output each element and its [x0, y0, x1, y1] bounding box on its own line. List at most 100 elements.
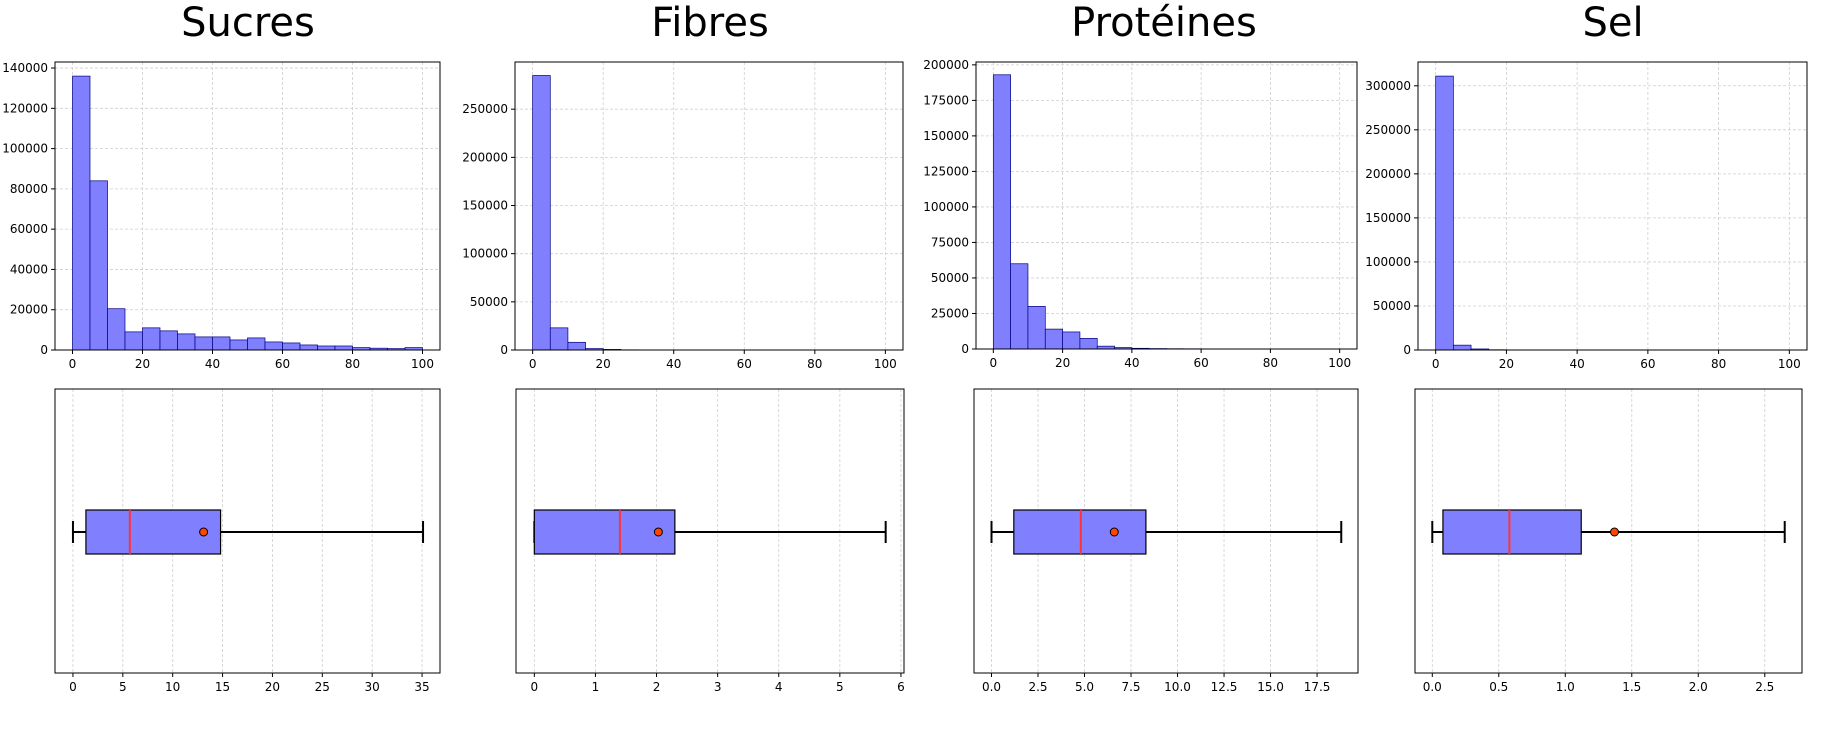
histogram-bar [72, 75, 91, 351]
y-tick-label: 250000 [1365, 123, 1411, 137]
histogram-bar [532, 75, 551, 351]
x-tick-label: 15 [215, 680, 230, 694]
axes-frame [1414, 388, 1803, 674]
histogram-bar [1079, 337, 1098, 350]
y-tick-label: 40000 [10, 262, 48, 276]
x-tick-label: 12.5 [1211, 680, 1238, 694]
histogram-bar [282, 342, 301, 351]
x-tick-label: 80 [345, 357, 360, 371]
x-tick-label: 17.5 [1304, 680, 1331, 694]
x-tick-label: 1.0 [1556, 680, 1575, 694]
y-tick-label: 60000 [10, 222, 48, 236]
y-tick-label: 140000 [2, 61, 48, 75]
x-tick-label: 6 [897, 680, 905, 694]
x-tick-label: 5.0 [1075, 680, 1094, 694]
histogram-bar [549, 327, 569, 351]
x-tick-label: 0 [989, 356, 997, 370]
x-tick-label: 0 [69, 680, 77, 694]
histogram-bar [1010, 263, 1029, 350]
histogram-bar [1435, 75, 1454, 351]
histogram-bar [142, 327, 161, 351]
y-tick-label: 200000 [923, 58, 969, 72]
y-tick-label: 175000 [923, 93, 969, 107]
axes-frame [54, 388, 441, 674]
histogram-bar [89, 180, 108, 351]
mean-marker [1109, 527, 1119, 537]
x-tick-label: 2.5 [1755, 680, 1774, 694]
x-tick-label: 1.5 [1622, 680, 1641, 694]
y-tick-label: 100000 [1365, 255, 1411, 269]
histogram-bar [247, 337, 266, 351]
histogram-bar [1044, 328, 1063, 350]
x-tick-label: 100 [1778, 357, 1801, 371]
x-tick-label: 0 [529, 357, 537, 371]
y-tick-label: 75000 [931, 235, 969, 249]
x-tick-label: 80 [1711, 357, 1726, 371]
histogram-bar [317, 345, 336, 351]
x-tick-label: 25 [315, 680, 330, 694]
y-tick-label: 0 [500, 343, 508, 357]
x-tick-label: 10.0 [1164, 680, 1191, 694]
x-tick-label: 100 [1328, 356, 1351, 370]
histogram-bar [124, 331, 143, 351]
axes-frame [514, 61, 904, 351]
x-tick-label: 5 [119, 680, 127, 694]
x-tick-label: 0.0 [1423, 680, 1442, 694]
histogram-2: Fibres 0 50000 100000 150000 200000 250000 0 20 4… [462, 0, 904, 371]
mean-marker [1609, 527, 1619, 537]
box [1442, 509, 1582, 555]
histogram-bar [177, 333, 196, 351]
mean-marker [653, 527, 663, 537]
x-tick-label: 40 [1569, 357, 1584, 371]
y-tick-label: 300000 [1365, 79, 1411, 93]
histogram-bar [212, 336, 231, 351]
x-tick-label: 80 [1263, 356, 1278, 370]
axes-frame [54, 61, 441, 351]
x-tick-label: 20 [135, 357, 150, 371]
y-tick-label: 50000 [931, 271, 969, 285]
y-tick-label: 25000 [931, 306, 969, 320]
axes-frame [973, 388, 1359, 674]
x-tick-label: 4 [775, 680, 783, 694]
histogram-bar [264, 341, 283, 351]
y-tick-label: 100000 [2, 142, 48, 156]
x-tick-label: 80 [807, 357, 822, 371]
histogram-3: Protéines 0 25000 50000 75000 100000 125000 150… [923, 0, 1358, 370]
y-tick-label: 150000 [462, 199, 508, 213]
x-tick-label: 20 [1499, 357, 1514, 371]
chart-title: Sucres [181, 0, 315, 46]
x-tick-label: 30 [365, 680, 380, 694]
axes-frame [975, 61, 1358, 350]
histogram-bar [1027, 306, 1046, 350]
y-tick-label: 50000 [1373, 299, 1411, 313]
y-tick-label: 100000 [923, 200, 969, 214]
x-tick-label: 20 [265, 680, 280, 694]
histogram-bar [194, 336, 213, 351]
x-tick-label: 15.0 [1257, 680, 1284, 694]
histogram-bar [567, 341, 586, 351]
y-tick-label: 120000 [2, 101, 48, 115]
y-tick-label: 125000 [923, 164, 969, 178]
y-tick-label: 50000 [470, 295, 508, 309]
x-tick-label: 2 [653, 680, 661, 694]
boxplot-3: 0.0 2.5 5.0 7.5 10.0 12.5 15.0 17.5 [973, 388, 1359, 694]
axes-frame [1417, 61, 1808, 351]
histogram-bar [159, 330, 178, 351]
x-tick-label: 20 [596, 357, 611, 371]
y-tick-label: 200000 [462, 150, 508, 164]
x-tick-label: 60 [275, 357, 290, 371]
y-tick-label: 0 [961, 342, 969, 356]
y-tick-label: 80000 [10, 182, 48, 196]
x-tick-label: 60 [1640, 357, 1655, 371]
x-tick-label: 1 [592, 680, 600, 694]
y-tick-label: 0 [40, 343, 48, 357]
histogram-bar [229, 339, 248, 351]
x-tick-label: 100 [411, 357, 434, 371]
chart-title: Fibres [651, 0, 769, 46]
x-tick-label: 3 [714, 680, 722, 694]
histogram-bar [299, 344, 318, 351]
y-tick-label: 0 [1403, 343, 1411, 357]
x-tick-label: 60 [737, 357, 752, 371]
boxplot-1: 0 5 10 15 20 25 30 35 [54, 388, 441, 694]
